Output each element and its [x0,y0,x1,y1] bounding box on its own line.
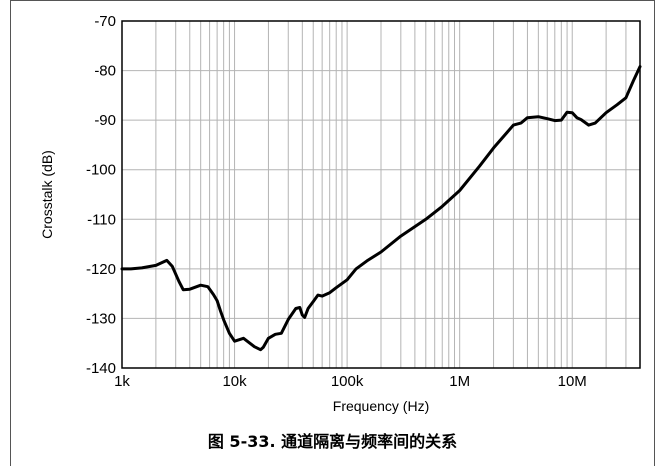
x-axis-title: Frequency (Hz) [333,398,429,414]
y-tick-label: -100 [86,162,116,179]
y-tick-label: -90 [94,112,116,129]
x-tick-label: 10k [222,373,247,390]
x-tick-labels: 1k 10k 100k 1M 10M [114,373,587,390]
crosstalk-chart: 1k 10k 100k 1M 10M -70 -80 -90 -100 -110 -120 -130… [39,13,642,414]
y-axis-title: Crosstalk (dB) [39,150,55,239]
frame-top-border [10,0,655,1]
y-tick-label: -70 [94,13,116,30]
y-tick-label: -120 [86,261,116,278]
y-tick-label: -110 [87,211,116,228]
x-tick-label: 100k [331,373,364,390]
y-tick-label: -80 [94,63,116,80]
x-tick-label: 10M [558,373,587,390]
grid [122,21,640,368]
y-tick-label: -130 [86,310,116,327]
frame-right-border [654,0,655,466]
y-tick-label: -140 [86,360,116,377]
frame-left-border [10,0,11,466]
x-tick-label: 1k [114,373,130,390]
y-tick-labels: -70 -80 -90 -100 -110 -120 -130 -140 [86,13,116,377]
figure-caption: 图 5-33. 通道隔离与频率间的关系 [207,432,458,451]
x-tick-label: 1M [449,373,470,390]
plot-area-border [121,20,641,369]
crosstalk-series-line [120,65,642,352]
